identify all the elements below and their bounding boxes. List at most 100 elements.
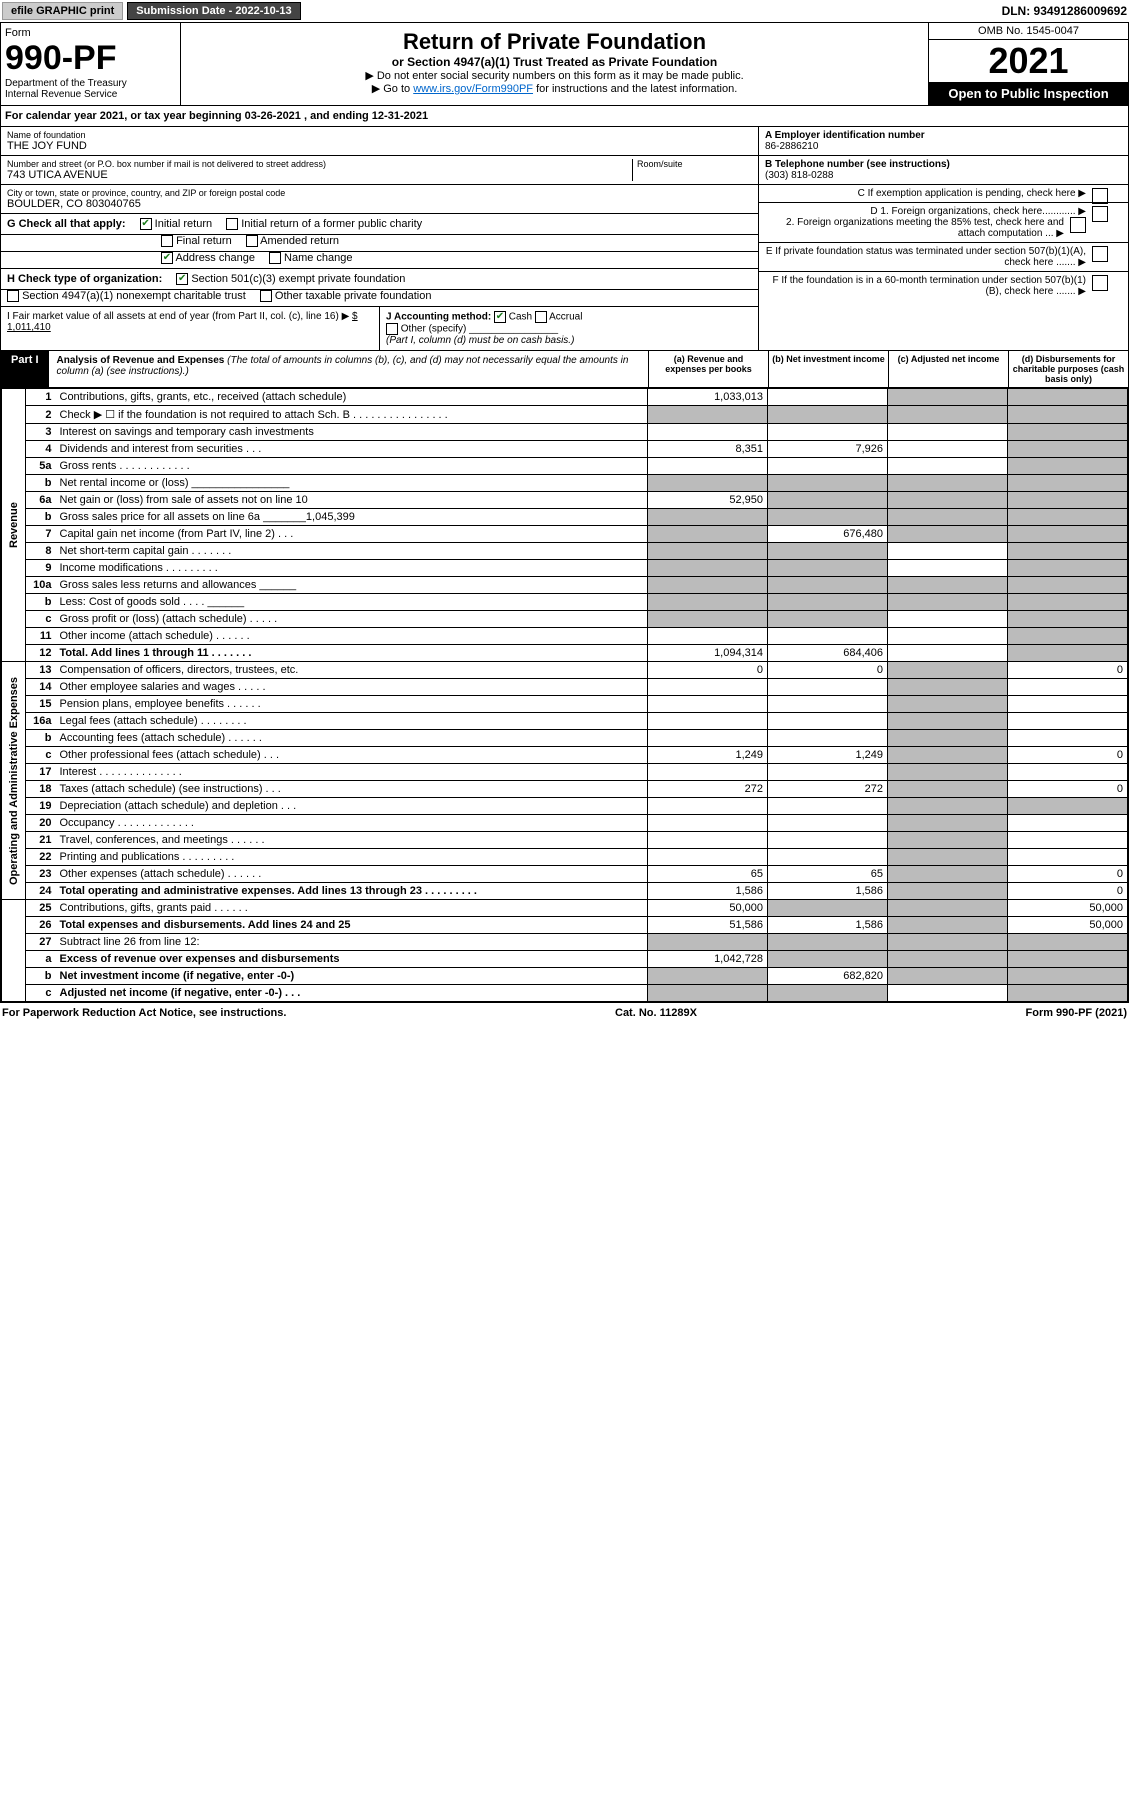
checkbox-d2[interactable] xyxy=(1070,217,1086,233)
col-a-header: (a) Revenue and expenses per books xyxy=(648,351,768,387)
amount-cell xyxy=(648,611,768,628)
amount-cell: 682,820 xyxy=(768,968,888,985)
checkbox-501c3[interactable] xyxy=(176,273,188,285)
table-row: 17Interest . . . . . . . . . . . . . . xyxy=(2,764,1128,781)
checkbox-pending[interactable] xyxy=(1092,188,1108,204)
address-value: 743 UTICA AVENUE xyxy=(7,169,632,181)
line-description: Gross sales less returns and allowances … xyxy=(56,577,648,594)
c-label: C If exemption application is pending, c… xyxy=(858,188,1076,199)
line-number: 21 xyxy=(26,832,56,849)
line-description: Other professional fees (attach schedule… xyxy=(56,747,648,764)
checkbox-final-return[interactable] xyxy=(161,235,173,247)
amount-cell: 272 xyxy=(648,781,768,798)
form990pf-link[interactable]: www.irs.gov/Form990PF xyxy=(413,83,533,95)
checkbox-accrual[interactable] xyxy=(535,311,547,323)
checkbox-4947[interactable] xyxy=(7,290,19,302)
checkbox-other-method[interactable] xyxy=(386,323,398,335)
amount-cell xyxy=(888,849,1008,866)
line-number: 19 xyxy=(26,798,56,815)
amount-cell xyxy=(888,832,1008,849)
amount-cell xyxy=(888,458,1008,475)
amount-cell: 1,249 xyxy=(648,747,768,764)
amount-cell xyxy=(768,798,888,815)
top-toolbar: efile GRAPHIC print Submission Date - 20… xyxy=(0,0,1129,22)
col-b-header: (b) Net investment income xyxy=(768,351,888,387)
open-public-badge: Open to Public Inspection xyxy=(929,82,1128,105)
amount-cell xyxy=(888,509,1008,526)
print-button[interactable]: efile GRAPHIC print xyxy=(2,2,123,20)
line-number: c xyxy=(26,985,56,1002)
checkbox-f[interactable] xyxy=(1092,275,1108,291)
line-number: 22 xyxy=(26,849,56,866)
checkbox-initial-former[interactable] xyxy=(226,218,238,230)
part1-table: Revenue1Contributions, gifts, grants, et… xyxy=(1,388,1128,1002)
amount-cell xyxy=(768,406,888,424)
checkbox-name-change[interactable] xyxy=(269,252,281,264)
table-row: cGross profit or (loss) (attach schedule… xyxy=(2,611,1128,628)
table-row: 23Other expenses (attach schedule) . . .… xyxy=(2,866,1128,883)
line-description: Net investment income (if negative, ente… xyxy=(56,968,648,985)
line-number: b xyxy=(26,968,56,985)
j-accrual-label: Accrual xyxy=(549,312,582,323)
line-number: 3 xyxy=(26,424,56,441)
form-ref: Form 990-PF (2021) xyxy=(1026,1007,1127,1019)
checkbox-d1[interactable] xyxy=(1092,206,1108,222)
amount-cell: 0 xyxy=(1008,747,1128,764)
room-label: Room/suite xyxy=(633,159,752,169)
amount-cell xyxy=(648,968,768,985)
line-description: Subtract line 26 from line 12: xyxy=(56,934,648,951)
line-number: 7 xyxy=(26,526,56,543)
h-501c3-label: Section 501(c)(3) exempt private foundat… xyxy=(191,273,405,285)
line-description: Taxes (attach schedule) (see instruction… xyxy=(56,781,648,798)
amount-cell: 51,586 xyxy=(648,917,768,934)
line-number: 2 xyxy=(26,406,56,424)
b-label: B Telephone number (see instructions) xyxy=(765,159,950,170)
amount-cell xyxy=(888,730,1008,747)
line-description: Interest on savings and temporary cash i… xyxy=(56,424,648,441)
line-number: a xyxy=(26,951,56,968)
amount-cell xyxy=(1008,475,1128,492)
line-description: Gross rents . . . . . . . . . . . . xyxy=(56,458,648,475)
amount-cell xyxy=(888,475,1008,492)
amount-cell xyxy=(888,577,1008,594)
amount-cell xyxy=(1008,968,1128,985)
amount-cell: 1,586 xyxy=(768,917,888,934)
checkbox-other-taxable[interactable] xyxy=(260,290,272,302)
line-description: Less: Cost of goods sold . . . . ______ xyxy=(56,594,648,611)
col-c-header: (c) Adjusted net income xyxy=(888,351,1008,387)
amount-cell xyxy=(1008,424,1128,441)
j-label: J Accounting method: xyxy=(386,312,491,323)
amount-cell: 1,586 xyxy=(648,883,768,900)
table-row: 5aGross rents . . . . . . . . . . . . xyxy=(2,458,1128,475)
expenses-side-label: Operating and Administrative Expenses xyxy=(2,662,26,900)
line-number: 24 xyxy=(26,883,56,900)
amount-cell xyxy=(888,543,1008,560)
checkbox-amended-return[interactable] xyxy=(246,235,258,247)
line-description: Printing and publications . . . . . . . … xyxy=(56,849,648,866)
revenue-side-label: Revenue xyxy=(2,389,26,662)
part1-badge: Part I xyxy=(1,351,49,387)
city-label: City or town, state or province, country… xyxy=(7,188,752,198)
checkbox-e[interactable] xyxy=(1092,246,1108,262)
d1-label: D 1. Foreign organizations, check here..… xyxy=(870,206,1075,217)
checkbox-address-change[interactable] xyxy=(161,252,173,264)
amount-cell xyxy=(768,389,888,406)
table-row: 25Contributions, gifts, grants paid . . … xyxy=(2,900,1128,917)
line-number: b xyxy=(26,509,56,526)
table-row: cAdjusted net income (if negative, enter… xyxy=(2,985,1128,1002)
checkbox-cash[interactable] xyxy=(494,311,506,323)
section-g-row3: Address change Name change xyxy=(1,252,758,269)
g-amended-label: Amended return xyxy=(260,235,339,247)
amount-cell xyxy=(888,747,1008,764)
h-4947-label: Section 4947(a)(1) nonexempt charitable … xyxy=(22,290,246,302)
amount-cell xyxy=(888,628,1008,645)
table-row: 26Total expenses and disbursements. Add … xyxy=(2,917,1128,934)
table-row: aExcess of revenue over expenses and dis… xyxy=(2,951,1128,968)
instr2-pre: ▶ Go to xyxy=(372,83,413,95)
amount-cell xyxy=(648,815,768,832)
calendar-year-row: For calendar year 2021, or tax year begi… xyxy=(1,106,1128,127)
amount-cell xyxy=(1008,730,1128,747)
checkbox-initial-return[interactable] xyxy=(140,218,152,230)
line-description: Adjusted net income (if negative, enter … xyxy=(56,985,648,1002)
line-number: 8 xyxy=(26,543,56,560)
